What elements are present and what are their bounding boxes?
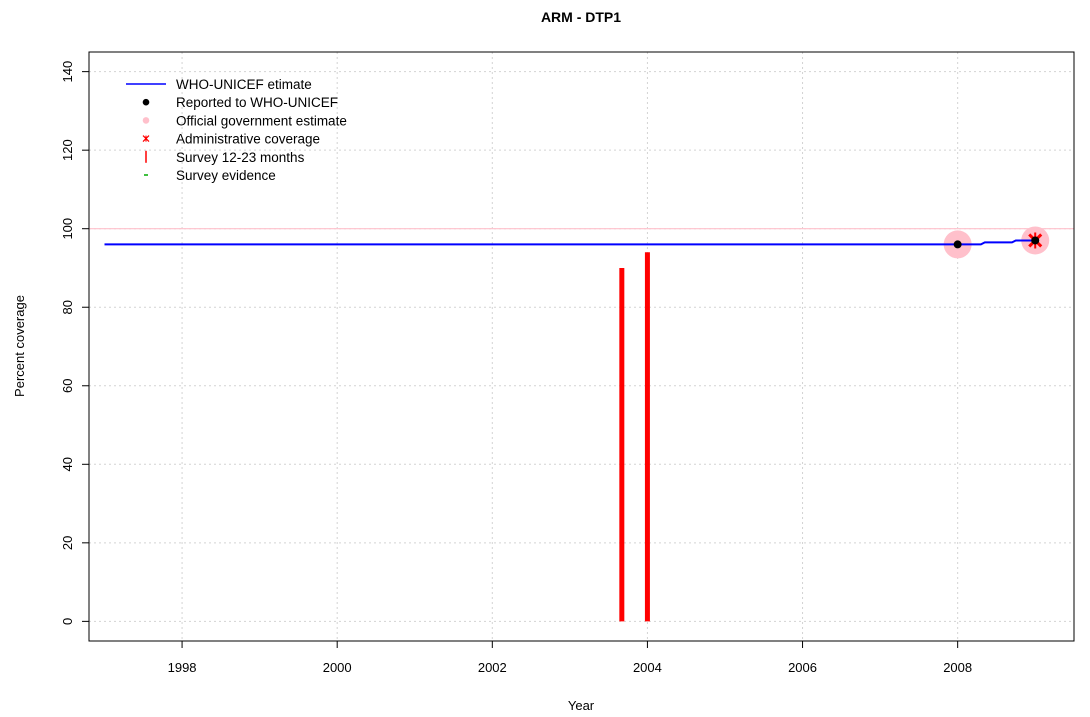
plot-frame [88,51,1075,642]
x-tick-label: 2004 [633,660,662,675]
y-tick-label: 80 [60,300,75,314]
y-tick-label: 140 [60,61,75,83]
y-tick-label: 40 [60,457,75,471]
legend-entry: Reported to WHO-UNICEF [142,95,338,110]
legend-label: Administrative coverage [176,132,320,147]
legend-label: Official government estimate [176,113,347,128]
reported-point [1031,236,1040,245]
legend-label: Reported to WHO-UNICEF [176,95,338,110]
reported-point [953,240,962,249]
legend-label: WHO-UNICEF etimate [176,77,312,92]
data-layer [104,226,1050,622]
legend-label: Survey 12-23 months [176,150,305,165]
axis-layer: 1998 2000 2002 2004 2006 2008 0 20 40 60 80 100 120 1… [60,61,972,675]
legend-entry: Survey evidence [144,168,276,183]
y-tick-label: 60 [60,379,75,393]
y-tick-label: 20 [60,536,75,550]
legend-entry: Official government estimate [142,113,347,128]
legend: WHO-UNICEF etimate Reported to WHO-UNICEF… [126,77,347,183]
legend-entry: WHO-UNICEF etimate [126,77,312,92]
legend-entry: Survey 12-23 months [145,150,305,165]
chart-title: ARM - DTP1 [541,9,621,25]
x-tick-label: 2008 [943,660,972,675]
y-axis-label: Percent coverage [12,295,27,397]
x-tick-label: 2000 [323,660,352,675]
y-tick-label: 100 [60,218,75,240]
who-unicef-estimate-line [104,239,1036,246]
y-tick-label: 120 [60,139,75,161]
x-tick-label: 2002 [478,660,507,675]
legend-label: Survey evidence [176,168,276,183]
x-tick-label: 2006 [788,660,817,675]
x-tick-label: 1998 [168,660,197,675]
y-tick-label: 0 [60,618,75,625]
x-axis-label: Year [568,698,595,713]
legend-dot-swatch [142,98,150,106]
legend-entry: Administrative coverage [142,132,320,147]
legend-dot-swatch [142,117,150,124]
